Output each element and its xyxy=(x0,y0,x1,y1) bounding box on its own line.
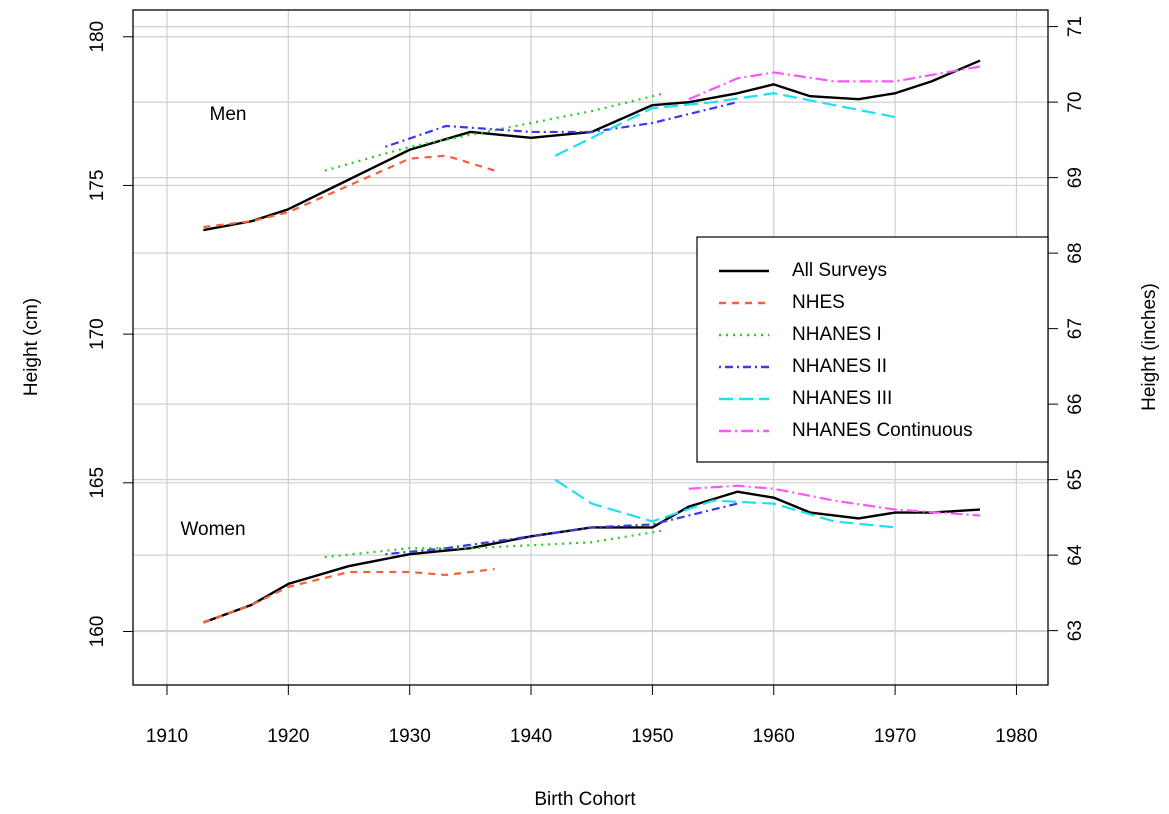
series-line xyxy=(385,502,738,556)
series-line xyxy=(203,154,495,229)
x-tick-label: 1910 xyxy=(146,726,188,747)
x-tick-label: 1930 xyxy=(389,726,431,747)
y2-tick-label: 69 xyxy=(1065,167,1086,188)
grid xyxy=(133,10,1048,685)
series-line xyxy=(688,484,981,517)
legend-label: NHANES I xyxy=(792,324,882,345)
series-line xyxy=(385,101,738,148)
y2-tick-label: 66 xyxy=(1065,394,1086,415)
y-tick-label: 165 xyxy=(87,467,108,499)
series-line xyxy=(324,92,665,172)
legend-label: All Surveys xyxy=(792,260,887,281)
annotation: Men xyxy=(210,104,247,125)
y2-tick-label: 65 xyxy=(1065,469,1086,490)
y-tick-label: 175 xyxy=(87,170,108,202)
legend-box xyxy=(696,236,1049,463)
y-axis-title: Height (cm) xyxy=(21,298,42,396)
y2-tick-label: 67 xyxy=(1065,318,1086,339)
y-tick-label: 170 xyxy=(87,318,108,350)
legend-label: NHES xyxy=(792,292,845,313)
legend-label: NHANES III xyxy=(792,388,892,409)
x-tick-label: 1960 xyxy=(753,726,795,747)
y-tick-label: 180 xyxy=(87,21,108,53)
y2-tick-label: 68 xyxy=(1065,243,1086,264)
series-line xyxy=(688,65,981,101)
x-tick-label: 1920 xyxy=(267,726,309,747)
series-line xyxy=(203,567,495,624)
y2-tick-label: 63 xyxy=(1065,620,1086,641)
annotation: Women xyxy=(180,519,245,540)
legend-label: NHANES II xyxy=(792,356,887,377)
series-line xyxy=(203,59,981,232)
y-tick-label: 160 xyxy=(87,616,108,648)
y2-tick-label: 64 xyxy=(1065,544,1086,566)
legend-label: NHANES Continuous xyxy=(792,420,973,441)
x-axis-title: Birth Cohort xyxy=(534,789,636,810)
x-tick-label: 1980 xyxy=(995,726,1037,747)
series-line xyxy=(324,529,665,559)
x-tick-label: 1940 xyxy=(510,726,552,747)
series-line xyxy=(554,478,896,529)
x-tick-label: 1950 xyxy=(631,726,673,747)
y2-axis-title: Height (inches) xyxy=(1139,283,1160,411)
x-tick-label: 1970 xyxy=(874,726,916,747)
series-line xyxy=(554,92,896,157)
y2-tick-label: 71 xyxy=(1065,16,1086,37)
y2-tick-label: 70 xyxy=(1065,92,1086,113)
series-line xyxy=(202,490,981,624)
